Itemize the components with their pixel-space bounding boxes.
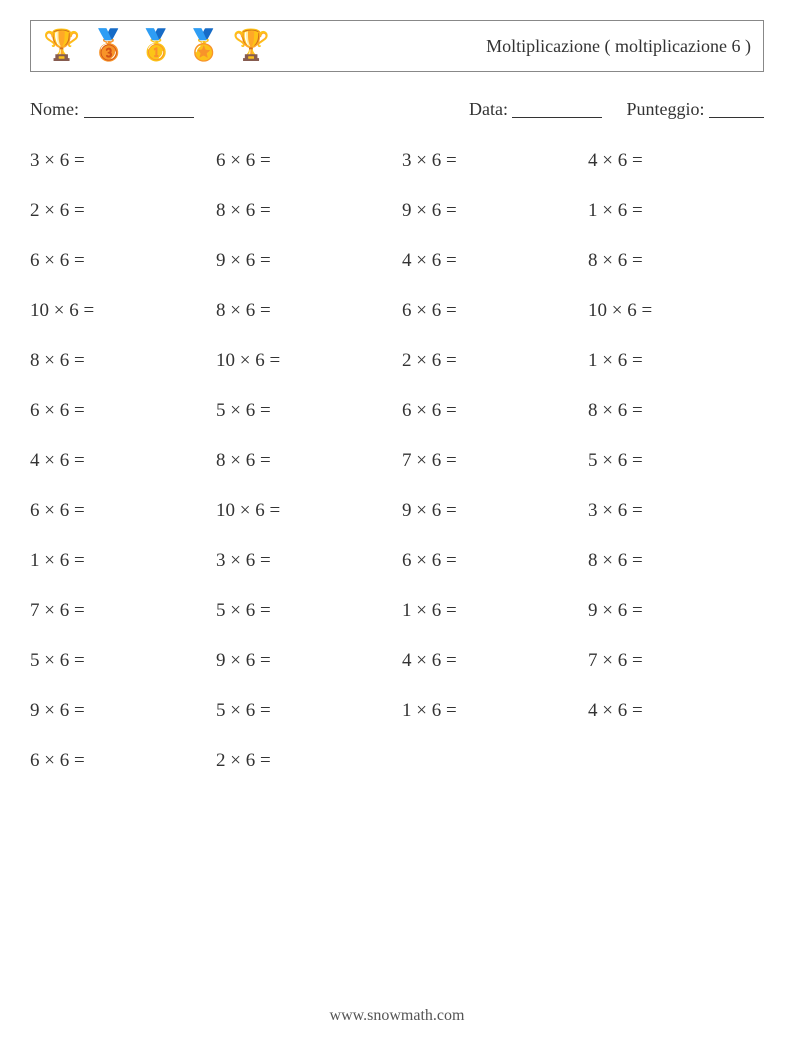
problem-cell: 5 × 6 =	[216, 400, 392, 422]
problem-cell: 4 × 6 =	[402, 250, 578, 272]
problem-cell: 6 × 6 =	[216, 150, 392, 172]
problem-cell: 9 × 6 =	[588, 600, 764, 622]
empty-cell	[588, 750, 764, 772]
trophy-icon: 🏆	[43, 31, 80, 61]
problem-cell: 1 × 6 =	[588, 350, 764, 372]
problem-cell: 4 × 6 =	[30, 450, 206, 472]
problem-cell: 5 × 6 =	[216, 600, 392, 622]
problems-grid: 3 × 6 = 6 × 6 = 3 × 6 = 4 × 6 = 2 × 6 = 8 × 6…	[30, 150, 764, 772]
problem-cell: 6 × 6 =	[402, 400, 578, 422]
problem-cell: 7 × 6 =	[402, 450, 578, 472]
empty-cell	[402, 750, 578, 772]
header-box: 🏆 🥉 🥇 🏅 🏆 Moltiplicazione ( moltiplicazi…	[30, 20, 764, 72]
score-label: Punteggio:	[626, 99, 704, 119]
footer-url: www.snowmath.com	[0, 1007, 794, 1025]
problem-cell: 3 × 6 =	[588, 500, 764, 522]
date-field: Data:	[469, 98, 602, 120]
problem-cell: 3 × 6 =	[216, 550, 392, 572]
page-title: Moltiplicazione ( moltiplicazione 6 )	[486, 36, 751, 57]
problem-cell: 2 × 6 =	[402, 350, 578, 372]
date-blank-line[interactable]	[512, 101, 602, 118]
problem-cell: 10 × 6 =	[216, 500, 392, 522]
name-label: Nome:	[30, 99, 79, 119]
problem-cell: 6 × 6 =	[30, 400, 206, 422]
medal-row: 🏆 🥉 🥇 🏅 🏆	[43, 31, 270, 61]
problem-cell: 7 × 6 =	[588, 650, 764, 672]
problem-cell: 5 × 6 =	[30, 650, 206, 672]
bronze-medal-icon: 🥉	[90, 31, 127, 61]
problem-cell: 5 × 6 =	[588, 450, 764, 472]
problem-cell: 1 × 6 =	[588, 200, 764, 222]
problem-cell: 6 × 6 =	[30, 500, 206, 522]
trophy-icon: 🏆	[232, 31, 269, 61]
problem-cell: 9 × 6 =	[402, 200, 578, 222]
problem-cell: 4 × 6 =	[402, 650, 578, 672]
problem-cell: 3 × 6 =	[30, 150, 206, 172]
problem-cell: 4 × 6 =	[588, 150, 764, 172]
medal-icon: 🏅	[185, 31, 222, 61]
score-blank-line[interactable]	[709, 101, 764, 118]
problem-cell: 6 × 6 =	[30, 750, 206, 772]
score-field: Punteggio:	[626, 98, 764, 120]
problem-cell: 10 × 6 =	[216, 350, 392, 372]
problem-cell: 8 × 6 =	[588, 400, 764, 422]
name-field: Nome:	[30, 98, 469, 120]
problem-cell: 8 × 6 =	[216, 200, 392, 222]
problem-cell: 3 × 6 =	[402, 150, 578, 172]
info-row: Nome: Data: Punteggio:	[30, 98, 764, 120]
problem-cell: 9 × 6 =	[216, 250, 392, 272]
problem-cell: 7 × 6 =	[30, 600, 206, 622]
gold-medal-icon: 🥇	[138, 31, 175, 61]
problem-cell: 8 × 6 =	[588, 550, 764, 572]
problem-cell: 8 × 6 =	[216, 450, 392, 472]
problem-cell: 9 × 6 =	[216, 650, 392, 672]
problem-cell: 1 × 6 =	[402, 600, 578, 622]
problem-cell: 8 × 6 =	[588, 250, 764, 272]
problem-cell: 9 × 6 =	[30, 700, 206, 722]
date-label: Data:	[469, 99, 508, 119]
problem-cell: 6 × 6 =	[402, 300, 578, 322]
problem-cell: 8 × 6 =	[216, 300, 392, 322]
problem-cell: 6 × 6 =	[30, 250, 206, 272]
problem-cell: 1 × 6 =	[30, 550, 206, 572]
name-blank-line[interactable]	[84, 101, 194, 118]
problem-cell: 10 × 6 =	[588, 300, 764, 322]
problem-cell: 8 × 6 =	[30, 350, 206, 372]
problem-cell: 5 × 6 =	[216, 700, 392, 722]
problem-cell: 1 × 6 =	[402, 700, 578, 722]
worksheet-page: 🏆 🥉 🥇 🏅 🏆 Moltiplicazione ( moltiplicazi…	[0, 0, 794, 1053]
problem-cell: 6 × 6 =	[402, 550, 578, 572]
problem-cell: 9 × 6 =	[402, 500, 578, 522]
problem-cell: 2 × 6 =	[30, 200, 206, 222]
problem-cell: 4 × 6 =	[588, 700, 764, 722]
problem-cell: 10 × 6 =	[30, 300, 206, 322]
problem-cell: 2 × 6 =	[216, 750, 392, 772]
